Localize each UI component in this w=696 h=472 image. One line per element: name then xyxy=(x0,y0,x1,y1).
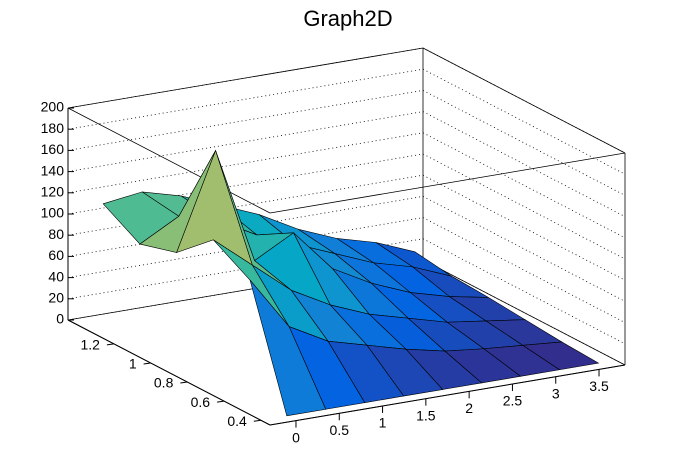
y-tick-label: 0.6 xyxy=(191,394,211,410)
y-tick-label: 1.2 xyxy=(80,337,100,353)
frame-edge xyxy=(422,259,626,366)
x-tick-label: 0.5 xyxy=(330,422,350,438)
z-tick-label: 160 xyxy=(41,141,65,157)
z-tick-label: 40 xyxy=(48,268,64,284)
chart-title: Graph2D xyxy=(303,6,392,31)
z-tick-label: 120 xyxy=(41,184,65,200)
x-tick-label: 1.5 xyxy=(416,407,436,423)
z-tick-label: 20 xyxy=(48,290,64,306)
z-tick-label: 140 xyxy=(41,162,65,178)
z-tick-label: 100 xyxy=(41,205,65,221)
z-tick-label: 80 xyxy=(48,226,64,242)
z-tick-label: 0 xyxy=(56,311,64,327)
frame-edge xyxy=(67,107,271,214)
y-tick xyxy=(253,419,261,422)
x-tick-label: 3.5 xyxy=(589,378,609,394)
y-tick-label: 1 xyxy=(129,356,137,372)
x-tick-label: 0 xyxy=(292,429,300,445)
x-tick-label: 2 xyxy=(465,400,473,416)
x-axis-line xyxy=(269,364,626,426)
y-tick-label: 0.8 xyxy=(154,375,174,391)
z-tick-label: 200 xyxy=(41,99,65,115)
y-tick xyxy=(217,400,225,403)
y-tick xyxy=(143,362,151,365)
frame-edge xyxy=(67,47,424,109)
x-tick-label: 3 xyxy=(552,385,560,401)
frame-edge xyxy=(269,152,626,214)
x-tick-label: 1 xyxy=(379,415,387,431)
surface-cell xyxy=(249,279,327,417)
z-tick-label: 60 xyxy=(48,247,64,263)
y-tick xyxy=(180,381,188,384)
y-tick xyxy=(106,343,114,346)
y-tick-label: 0.4 xyxy=(227,413,247,429)
x-tick-label: 2.5 xyxy=(503,393,523,409)
z-tick-label: 180 xyxy=(41,120,65,136)
y-axis-line xyxy=(67,319,271,426)
frame-edge xyxy=(422,47,626,154)
